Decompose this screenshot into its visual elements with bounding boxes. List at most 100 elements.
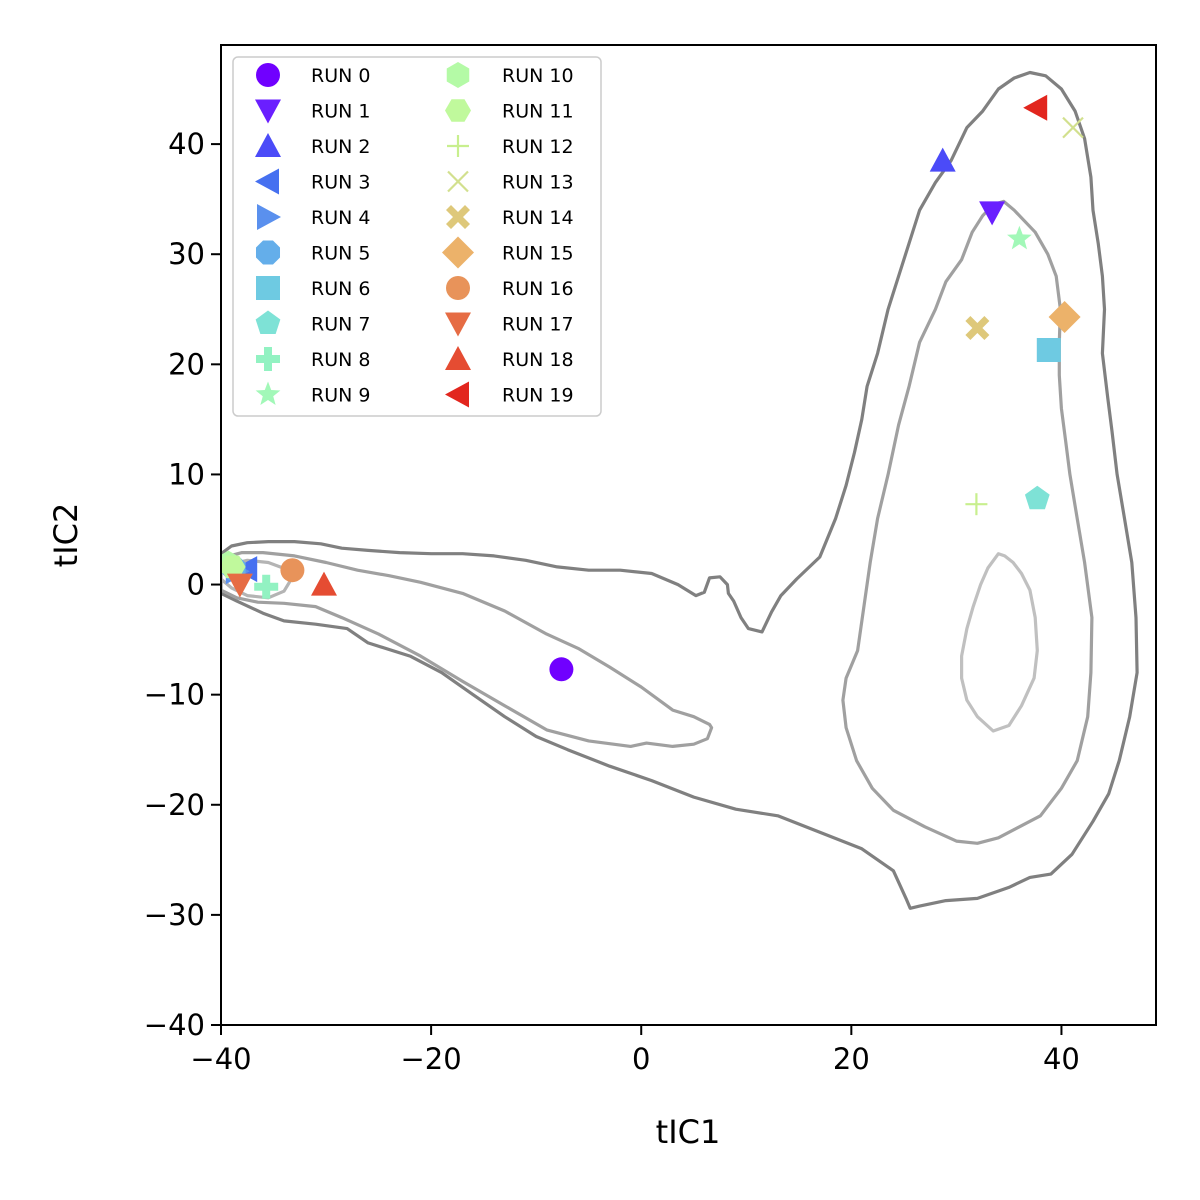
legend-item: RUN 5 — [255, 240, 370, 265]
legend-marker — [256, 347, 280, 371]
point-run-11 — [221, 555, 246, 579]
legend-label: RUN 17 — [502, 314, 574, 336]
x-tick-label: 20 — [833, 1042, 870, 1076]
legend-label: RUN 19 — [502, 385, 574, 407]
point-run-1 — [979, 201, 1006, 226]
legend-marker — [442, 236, 474, 269]
legend-label: RUN 11 — [502, 101, 574, 123]
legend-item: RUN 18 — [445, 346, 574, 371]
legend-item: RUN 9 — [255, 381, 370, 407]
y-tick-label: 20 — [168, 347, 205, 381]
point-run-19 — [1023, 94, 1048, 121]
legend-label: RUN 12 — [502, 136, 574, 158]
legend-marker — [255, 133, 281, 157]
legend-label: RUN 2 — [311, 136, 370, 158]
legend-marker — [447, 135, 469, 157]
point-run-13 — [1062, 116, 1084, 139]
legend-label: RUN 8 — [311, 349, 370, 371]
x-tick-label: 0 — [632, 1042, 650, 1076]
contour-outer — [221, 70, 1139, 910]
legend-item: RUN 1 — [255, 99, 370, 124]
legend-item: RUN 13 — [447, 170, 574, 194]
legend-item: RUN 16 — [446, 276, 574, 300]
point-run-6 — [1036, 338, 1061, 362]
point-run-12 — [965, 493, 988, 516]
legend-marker — [255, 99, 281, 124]
y-tick-label: −40 — [144, 1008, 205, 1042]
legend-marker — [447, 170, 469, 193]
legend-item: RUN 4 — [257, 204, 370, 230]
legend-item: RUN 19 — [445, 381, 574, 408]
legend-marker — [445, 381, 469, 408]
legend-label: RUN 3 — [311, 172, 370, 194]
legend-marker — [445, 312, 471, 337]
legend-item: RUN 12 — [447, 135, 574, 158]
scatter-markers — [221, 94, 1084, 682]
legend-marker — [255, 310, 281, 335]
contour-middle — [221, 551, 714, 748]
x-axis: −40 −20 0 20 40 — [190, 1025, 1080, 1076]
legend-item: RUN 15 — [442, 236, 574, 269]
x-axis-label: tIC1 — [656, 1113, 721, 1151]
legend-marker — [255, 381, 281, 406]
legend-frame — [232, 56, 602, 417]
y-tick-label: −20 — [144, 788, 205, 822]
legend-label: RUN 14 — [502, 207, 574, 229]
legend-item: RUN 7 — [255, 310, 370, 336]
legend-item: RUN 10 — [446, 62, 574, 88]
legend-label: RUN 5 — [311, 243, 370, 265]
point-run-2 — [929, 147, 956, 172]
y-tick-label: 10 — [168, 457, 205, 491]
x-tick-label: −40 — [190, 1042, 251, 1076]
legend-item: RUN 3 — [255, 168, 370, 195]
point-run-18 — [311, 571, 337, 596]
point-run-14 — [965, 316, 990, 340]
legend-item: RUN 17 — [445, 312, 574, 337]
legend-item: RUN 14 — [446, 205, 574, 229]
x-tick-label: −20 — [401, 1042, 462, 1076]
legend-label: RUN 13 — [502, 172, 574, 194]
point-run-15 — [1048, 301, 1081, 333]
legend-label: RUN 15 — [502, 243, 574, 265]
contour-inner-right — [960, 552, 1039, 733]
legend-marker — [255, 168, 279, 195]
point-run-8 — [254, 574, 279, 599]
legend-marker — [446, 276, 470, 300]
legend-item: RUN 8 — [256, 347, 370, 371]
point-run-9 — [1007, 225, 1032, 250]
y-tick-label: 0 — [187, 568, 205, 602]
legend-label: RUN 4 — [311, 207, 370, 229]
y-tick-label: 30 — [168, 237, 205, 271]
legend-marker — [255, 240, 281, 265]
legend: RUN 0 RUN 1 RUN 2 RUN 3 RUN 4 RUN 5 RUN 6 RUN 7… — [232, 56, 602, 417]
x-tick-label: 40 — [1043, 1042, 1080, 1076]
y-axis: −40 −30 −20 −10 0 10 20 30 40 — [144, 127, 221, 1042]
y-tick-label: 40 — [168, 127, 205, 161]
legend-marker — [445, 99, 471, 122]
legend-marker — [446, 205, 470, 229]
legend-item: RUN 11 — [445, 99, 574, 123]
legend-marker — [446, 62, 470, 88]
legend-label: RUN 10 — [502, 65, 574, 87]
legend-label: RUN 1 — [311, 101, 370, 123]
point-run-17 — [226, 573, 253, 598]
legend-marker — [445, 346, 471, 370]
y-axis-label: tIC2 — [47, 503, 85, 568]
legend-label: RUN 6 — [311, 278, 370, 300]
legend-label: RUN 0 — [311, 65, 370, 87]
legend-label: RUN 18 — [502, 349, 574, 371]
legend-marker — [257, 204, 281, 230]
point-run-0 — [549, 657, 574, 682]
legend-label: RUN 7 — [311, 314, 370, 336]
legend-item: RUN 2 — [255, 133, 370, 158]
legend-marker — [256, 63, 280, 87]
y-tick-label: −30 — [144, 898, 205, 932]
legend-marker — [256, 276, 280, 300]
point-run-7 — [1024, 485, 1050, 510]
plot-frame — [220, 44, 1157, 1026]
legend-item: RUN 0 — [256, 63, 370, 87]
point-run-16 — [280, 558, 305, 583]
legend-label: RUN 9 — [311, 385, 370, 407]
legend-label: RUN 16 — [502, 278, 574, 300]
